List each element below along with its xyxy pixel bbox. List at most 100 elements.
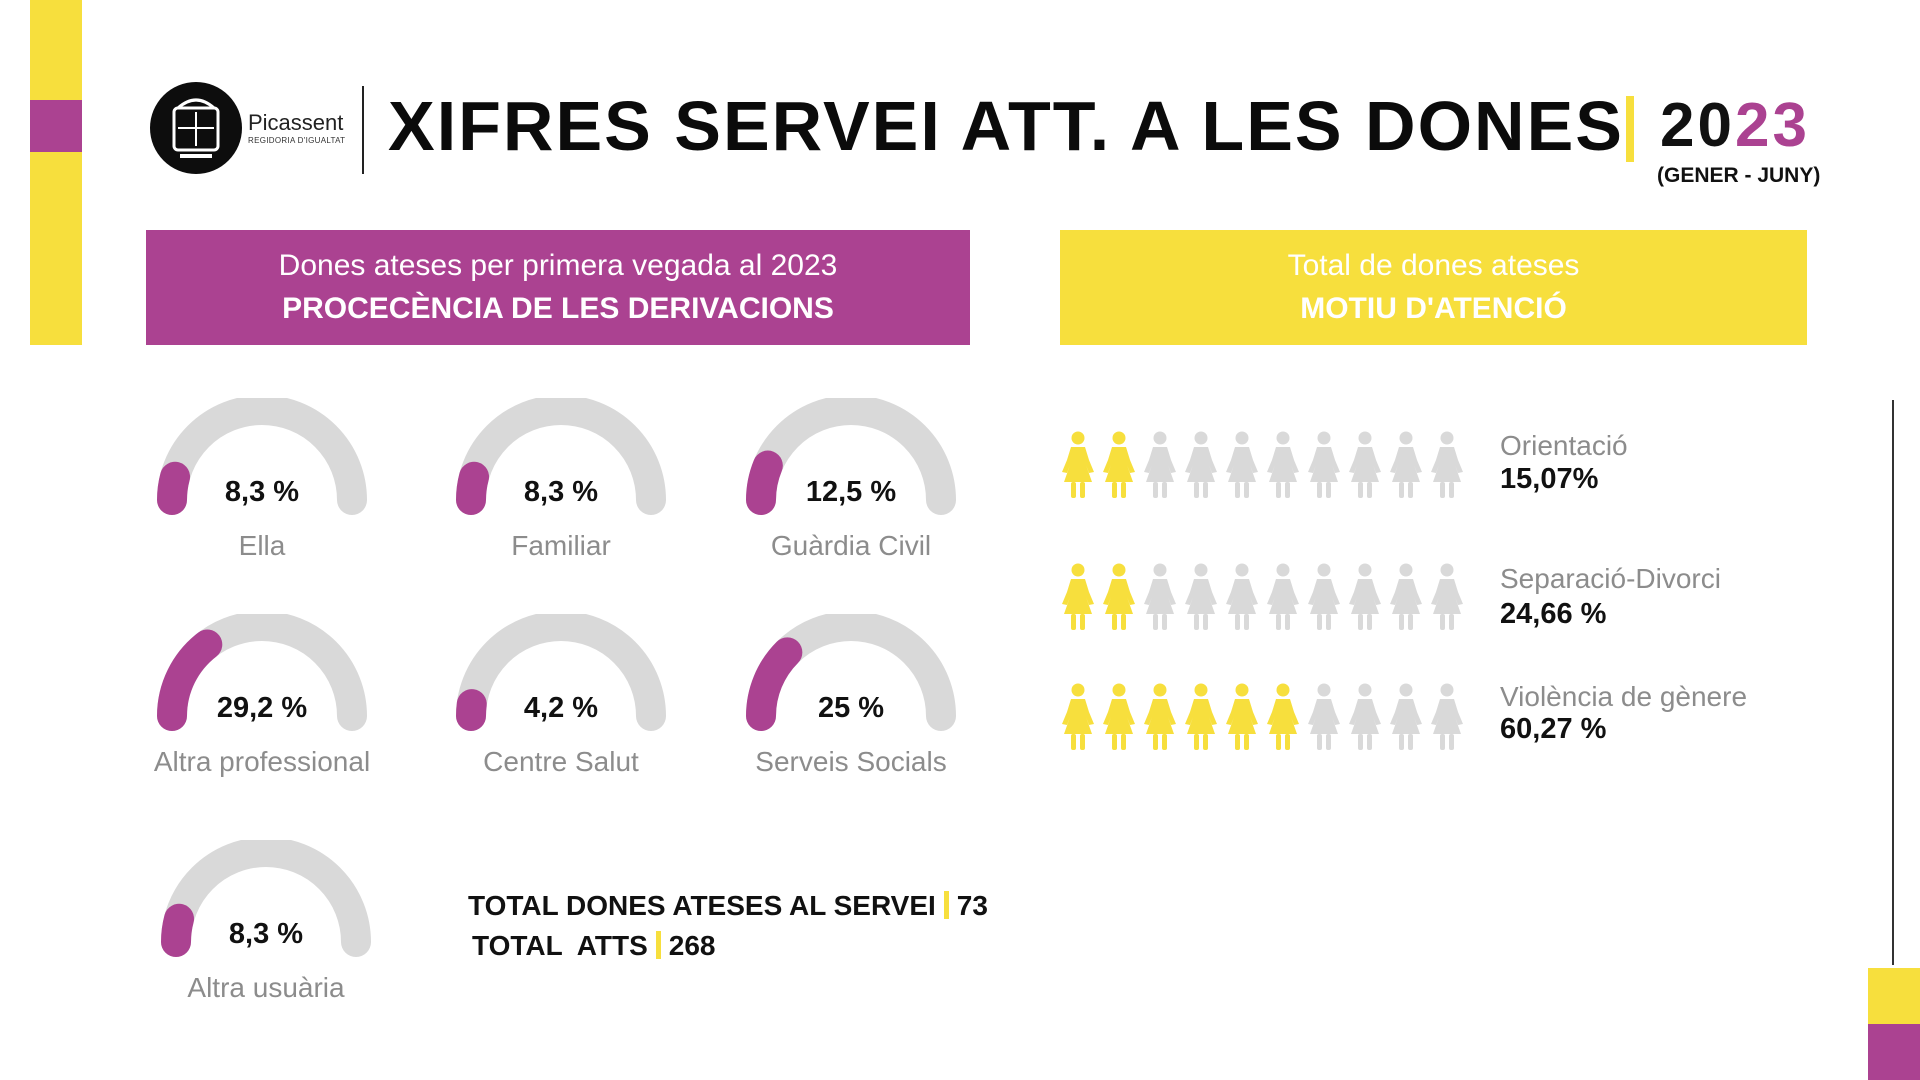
picto-value: 60,27 % <box>1500 713 1607 745</box>
page-title: XIFRES SERVEI ATT. A LES DONES <box>388 87 1624 165</box>
picto-row-orientacio <box>1060 424 1480 504</box>
gauge-track <box>456 614 666 731</box>
gauge-svg <box>456 398 666 515</box>
gauge-label: Altra usuària <box>187 972 345 1003</box>
gauge-label: Serveis Socials <box>755 746 947 777</box>
total-atts-row: TOTAL ATTS 268 <box>468 926 988 966</box>
total-atts-label: TOTAL ATTS <box>472 930 648 961</box>
gauge-fill <box>161 903 195 957</box>
woman-icon <box>1349 431 1381 498</box>
year-suffix: 23 <box>1734 91 1810 160</box>
reasons-header-line2: MOTIU D'ATENCIÓ <box>1300 291 1567 325</box>
gauge-ella: 8,3 % Ella <box>142 398 382 588</box>
gauge-fill <box>456 689 487 731</box>
reasons-header: Total de dones ateses MOTIU D'ATENCIÓ <box>1060 230 1807 345</box>
gauge-fill <box>456 461 490 515</box>
woman-icon <box>1390 683 1422 750</box>
total-dones-value: 73 <box>956 890 988 921</box>
picto-value: 15,07% <box>1500 463 1599 495</box>
woman-icon <box>1308 431 1340 498</box>
woman-icon <box>1390 563 1422 630</box>
pictogram-svg <box>1062 563 1463 630</box>
total-atts-value: 268 <box>668 930 716 961</box>
right-purple-block <box>1868 1024 1920 1080</box>
woman-icon <box>1226 431 1258 498</box>
gauge-fill <box>157 461 191 515</box>
gauge-label: Altra professional <box>153 746 371 777</box>
gauge-track <box>161 840 371 957</box>
woman-icon <box>1103 431 1135 498</box>
gauge-svg <box>157 614 367 731</box>
woman-icon <box>1062 431 1094 498</box>
picto-label: Violència de gènere <box>1500 681 1748 712</box>
coat-of-arms-icon <box>172 98 220 158</box>
gauge-serveis-socials: 25 % Serveis Socials <box>731 614 971 804</box>
woman-icon <box>1267 683 1299 750</box>
gauge-value: 25 % <box>817 692 885 724</box>
header-divider <box>362 86 364 174</box>
total-separator <box>943 891 949 919</box>
logo-subtitle: REGIDORIA D'IGUALTAT <box>248 136 346 145</box>
woman-icon <box>1103 563 1135 630</box>
gauge-centre-salut: 4,2 % Centre Salut <box>441 614 681 804</box>
woman-icon <box>1267 431 1299 498</box>
gauge-altra-usuaria: 8,3 % Altra usuària <box>146 840 386 1030</box>
gauge-label: Guàrdia Civil <box>770 530 932 561</box>
gauge-track <box>456 398 666 515</box>
municipal-logo <box>150 82 242 174</box>
woman-icon <box>1390 431 1422 498</box>
woman-icon <box>1226 683 1258 750</box>
derivations-header-line2: PROCECÈNCIA DE LES DERIVACIONS <box>282 291 834 325</box>
gauge-svg <box>157 398 367 515</box>
picto-label: Orientació <box>1500 430 1628 461</box>
woman-icon <box>1308 563 1340 630</box>
gauge-value: 29,2 % <box>216 692 308 724</box>
woman-icon <box>1308 683 1340 750</box>
woman-icon <box>1431 683 1463 750</box>
woman-icon <box>1062 683 1094 750</box>
woman-icon <box>1349 563 1381 630</box>
total-dones-label: TOTAL DONES ATESES AL SERVEI <box>468 890 936 921</box>
woman-icon <box>1144 563 1176 630</box>
pictogram-svg <box>1062 431 1463 498</box>
gauge-svg <box>746 614 956 731</box>
woman-icon <box>1185 683 1217 750</box>
gauge-label: Ella <box>238 530 286 561</box>
year-prefix: 20 <box>1660 91 1735 160</box>
picto-row-violencia <box>1060 676 1480 756</box>
picto-row-separacio <box>1060 556 1480 636</box>
gauge-value: 4,2 % <box>523 692 599 724</box>
woman-icon <box>1062 563 1094 630</box>
period: (GENER - JUNY) <box>1657 164 1821 187</box>
gauge-label: Familiar <box>511 530 611 561</box>
gauge-value: 12,5 % <box>805 476 897 508</box>
total-separator <box>655 931 661 959</box>
derivations-header: Dones ateses per primera vegada al 2023 … <box>146 230 970 345</box>
gauge-svg <box>456 614 666 731</box>
picto-value: 24,66 % <box>1500 598 1607 630</box>
left-yellow-bar-bottom <box>30 152 82 345</box>
woman-icon <box>1431 563 1463 630</box>
logo-name: Picassent <box>248 110 344 135</box>
right-vertical-line <box>1892 400 1894 965</box>
gauge-familiar: 8,3 % Familiar <box>441 398 681 588</box>
left-yellow-bar-top <box>30 0 82 100</box>
title-separator <box>1626 96 1634 162</box>
woman-icon <box>1349 683 1381 750</box>
right-yellow-block <box>1868 968 1920 1024</box>
gauge-svg <box>746 398 956 515</box>
woman-icon <box>1431 431 1463 498</box>
gauge-label: Centre Salut <box>483 746 639 777</box>
reasons-header-line1: Total de dones ateses <box>1287 248 1580 282</box>
picto-label: Separació-Divorci <box>1500 563 1721 594</box>
woman-icon <box>1226 563 1258 630</box>
gauge-track <box>157 398 367 515</box>
gauge-value: 8,3 % <box>228 918 304 950</box>
total-dones-row: TOTAL DONES ATESES AL SERVEI 73 <box>468 886 988 926</box>
woman-icon <box>1144 431 1176 498</box>
gauge-fill <box>157 629 223 731</box>
year: 2023 <box>1660 88 1810 164</box>
woman-icon <box>1267 563 1299 630</box>
gauge-value: 8,3 % <box>523 476 599 508</box>
gauge-fill <box>746 450 783 515</box>
